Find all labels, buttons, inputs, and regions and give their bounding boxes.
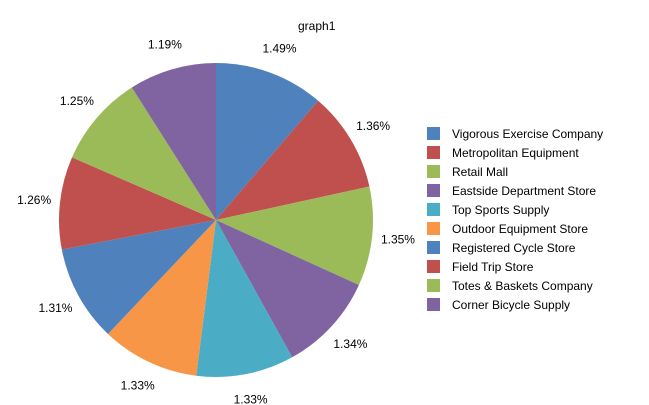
legend-swatch xyxy=(427,165,440,178)
legend-item: Metropolitan Equipment xyxy=(427,143,603,162)
pie-slice xyxy=(216,100,370,220)
legend-label: Metropolitan Equipment xyxy=(452,145,579,160)
slice-data-label: 1.36% xyxy=(356,119,390,133)
legend-label: Top Sports Supply xyxy=(452,202,550,217)
legend-swatch xyxy=(427,260,440,273)
legend-label: Outdoor Equipment Store xyxy=(452,221,589,236)
legend-label: Vigorous Exercise Company xyxy=(452,126,604,141)
legend-label: Eastside Department Store xyxy=(452,183,597,198)
slice-data-label: 1.49% xyxy=(262,41,296,55)
legend-item: Outdoor Equipment Store xyxy=(427,219,603,238)
slice-data-label: 1.33% xyxy=(121,378,155,392)
chart-title: graph1 xyxy=(298,19,336,33)
legend-swatch xyxy=(427,298,440,311)
legend-label: Corner Bicycle Supply xyxy=(452,297,571,312)
pie-slice xyxy=(72,87,216,220)
legend-item: Vigorous Exercise Company xyxy=(427,124,603,143)
chart-legend: Vigorous Exercise Company Metropolitan Eq… xyxy=(427,124,603,314)
legend-item: Registered Cycle Store xyxy=(427,238,603,257)
legend-item: Corner Bicycle Supply xyxy=(427,295,603,314)
legend-label: Field Trip Store xyxy=(452,259,534,274)
pie-slice xyxy=(59,157,217,250)
legend-item: Eastside Department Store xyxy=(427,181,603,200)
slice-data-label: 1.34% xyxy=(333,337,367,351)
pie-data-labels: 1.49% 1.36% 1.35% 1.34% 1.33% 1.33% 1.31% 1.26%… xyxy=(17,37,415,405)
legend-label: Totes & Baskets Company xyxy=(452,278,593,293)
pie-slices xyxy=(59,63,374,377)
slice-data-label: 1.33% xyxy=(234,393,268,405)
slice-data-label: 1.31% xyxy=(38,301,72,315)
legend-item: Top Sports Supply xyxy=(427,200,603,219)
pie-slice xyxy=(216,186,374,286)
legend-swatch xyxy=(427,241,440,254)
legend-item: Totes & Baskets Company xyxy=(427,276,603,295)
pie-slice xyxy=(107,220,216,376)
slice-data-label: 1.26% xyxy=(17,193,51,207)
pie-slice xyxy=(196,220,293,377)
pie-slice xyxy=(216,220,359,358)
pie-slice xyxy=(131,63,216,220)
legend-swatch xyxy=(427,146,440,159)
slice-data-label: 1.35% xyxy=(381,232,415,246)
legend-swatch xyxy=(427,203,440,216)
legend-label: Registered Cycle Store xyxy=(452,240,576,255)
legend-item: Field Trip Store xyxy=(427,257,603,276)
legend-item: Retail Mall xyxy=(427,162,603,181)
pie-slice xyxy=(216,63,319,220)
legend-swatch xyxy=(427,184,440,197)
slice-data-label: 1.19% xyxy=(148,37,182,51)
legend-swatch xyxy=(427,279,440,292)
legend-swatch xyxy=(427,127,440,140)
pie-slice xyxy=(61,220,217,334)
legend-swatch xyxy=(427,222,440,235)
legend-label: Retail Mall xyxy=(452,164,509,179)
slice-data-label: 1.25% xyxy=(60,94,94,108)
